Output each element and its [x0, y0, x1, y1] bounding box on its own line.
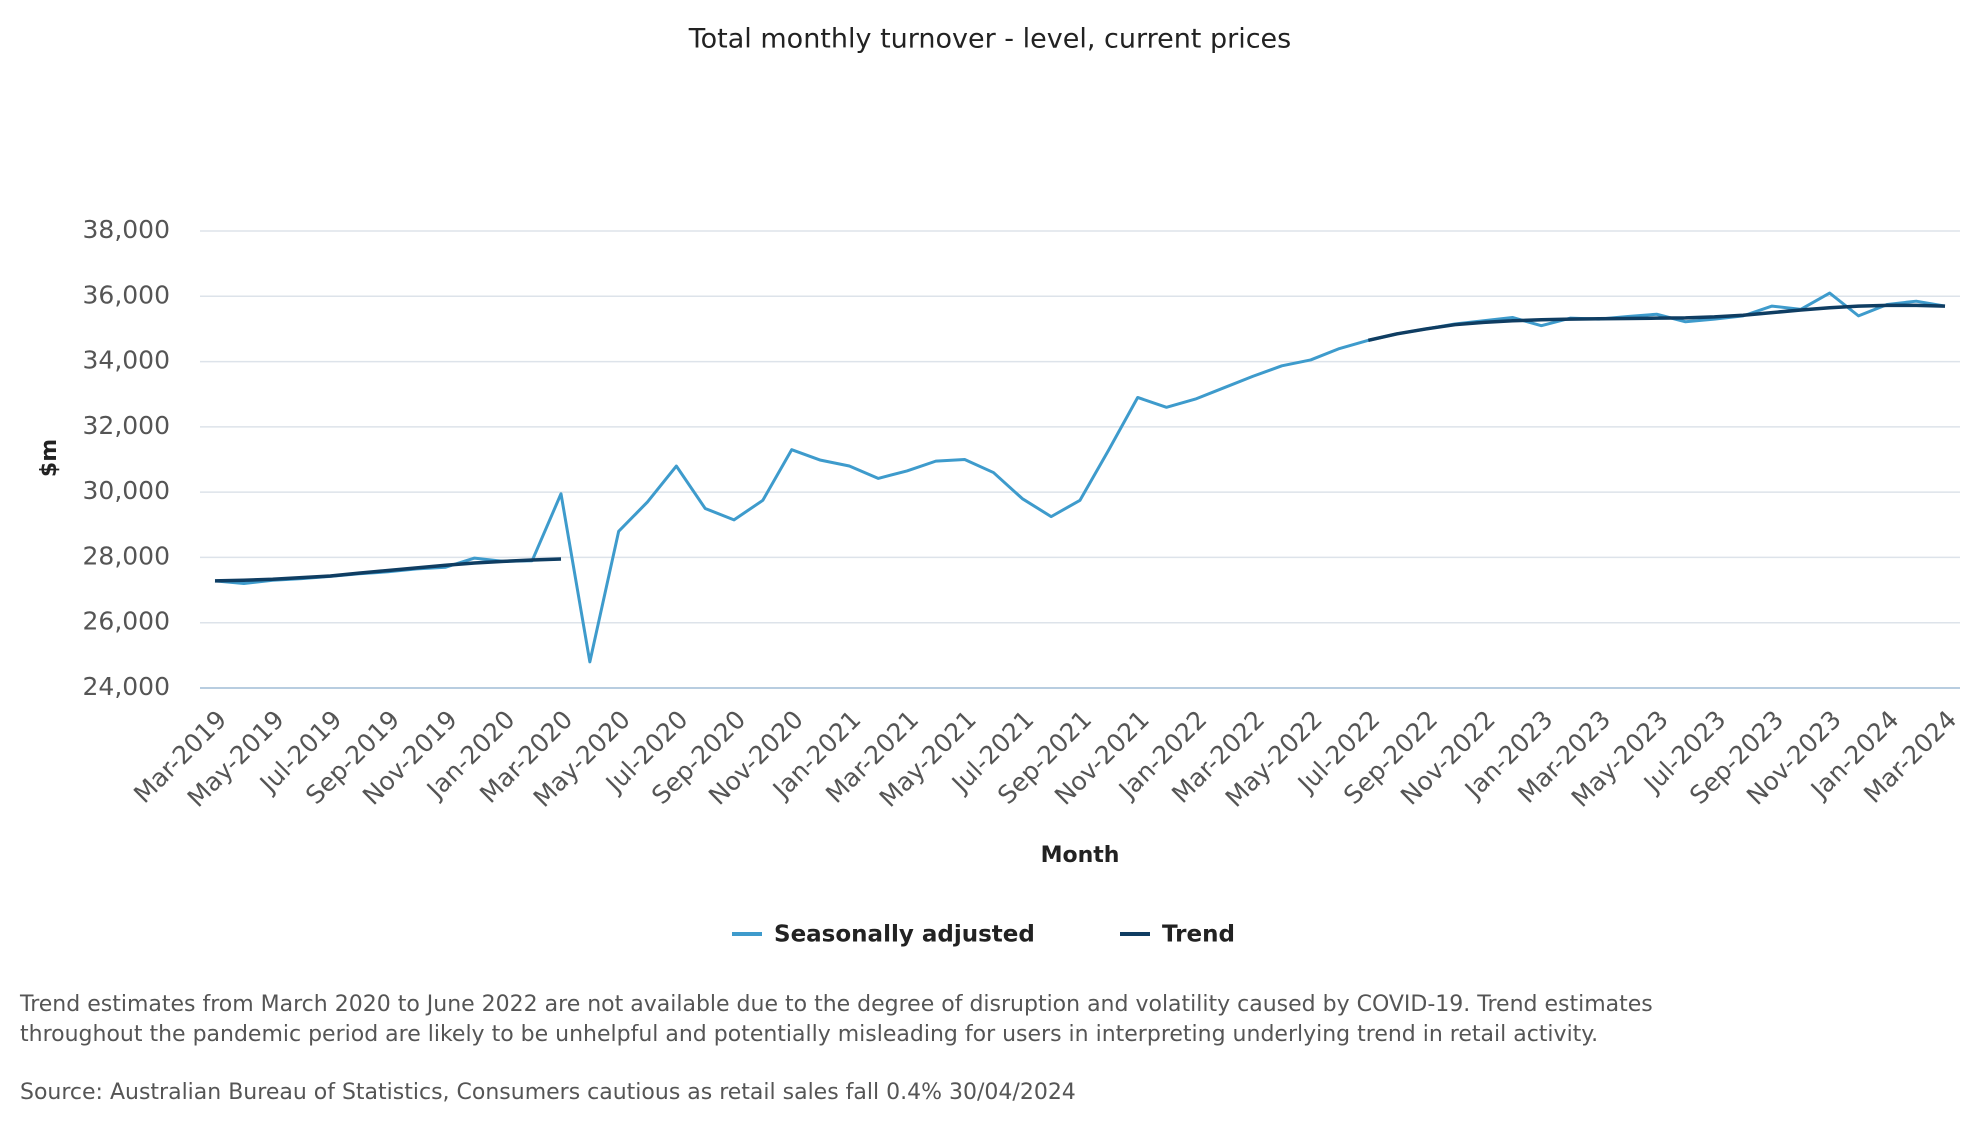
- y-tick-label: 30,000: [83, 476, 170, 505]
- y-tick-label: 28,000: [83, 541, 170, 570]
- y-axis-label: $m: [37, 439, 62, 477]
- line-series: [214, 291, 1946, 664]
- line-series: [214, 303, 1946, 583]
- legend-label: Trend: [1162, 922, 1235, 948]
- y-tick-label: 26,000: [83, 607, 170, 636]
- chart: Total monthly turnover - level, current …: [37, 24, 1962, 948]
- x-axis-label: Month: [1041, 843, 1120, 868]
- y-tick-label: 24,000: [83, 672, 170, 701]
- note: Trend estimates from March 2020 to June …: [20, 992, 1653, 1047]
- y-tick-label: 36,000: [83, 280, 170, 309]
- y-tick-label: 38,000: [83, 215, 170, 244]
- source: Source: Australian Bureau of Statistics,…: [20, 1080, 1076, 1105]
- chart-title: Total monthly turnover - level, current …: [688, 24, 1292, 55]
- legend-label: Seasonally adjusted: [774, 922, 1035, 948]
- y-tick-label: 34,000: [83, 346, 170, 375]
- y-tick-label: 32,000: [83, 411, 170, 440]
